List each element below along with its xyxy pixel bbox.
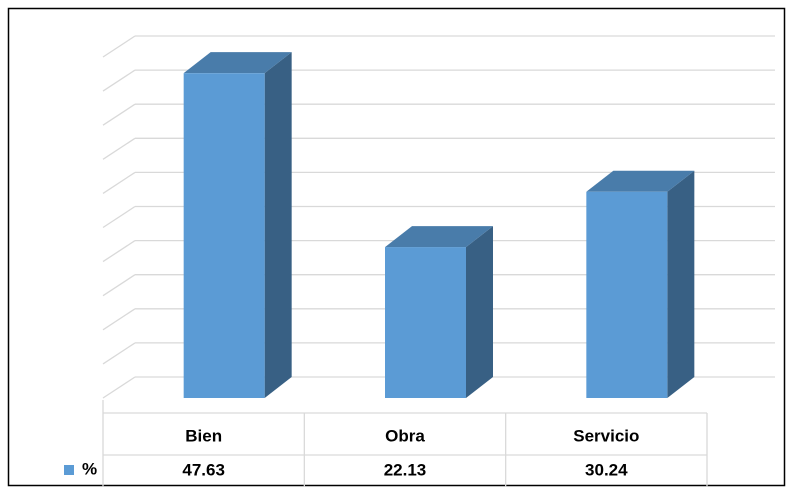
grid-line xyxy=(102,376,136,399)
legend-label: % xyxy=(82,459,97,478)
value-cell: 30.24 xyxy=(585,460,628,479)
grid-line xyxy=(102,103,136,126)
grid-line xyxy=(102,274,136,297)
category-label: Obra xyxy=(385,426,425,445)
grid-line xyxy=(102,137,136,160)
legend-swatch xyxy=(64,465,74,475)
bar-top xyxy=(586,170,695,192)
bar-top xyxy=(183,52,292,74)
bar-top xyxy=(385,226,493,248)
bar xyxy=(183,73,265,399)
grid-line xyxy=(102,205,136,229)
bar xyxy=(385,247,466,398)
value-cell: 22.13 xyxy=(384,460,427,479)
bar-side xyxy=(667,170,695,398)
category-label: Servicio xyxy=(573,426,639,445)
grid-line xyxy=(102,342,136,365)
grid-line xyxy=(102,69,136,92)
grid-line xyxy=(102,35,136,58)
category-label: Bien xyxy=(185,426,222,445)
grid-line xyxy=(102,240,136,263)
grid-line xyxy=(102,308,136,331)
bar-side xyxy=(466,226,493,398)
grid-line xyxy=(102,171,136,194)
bar-side xyxy=(264,52,292,399)
value-cell: 47.63 xyxy=(182,460,225,479)
bar xyxy=(586,191,668,398)
